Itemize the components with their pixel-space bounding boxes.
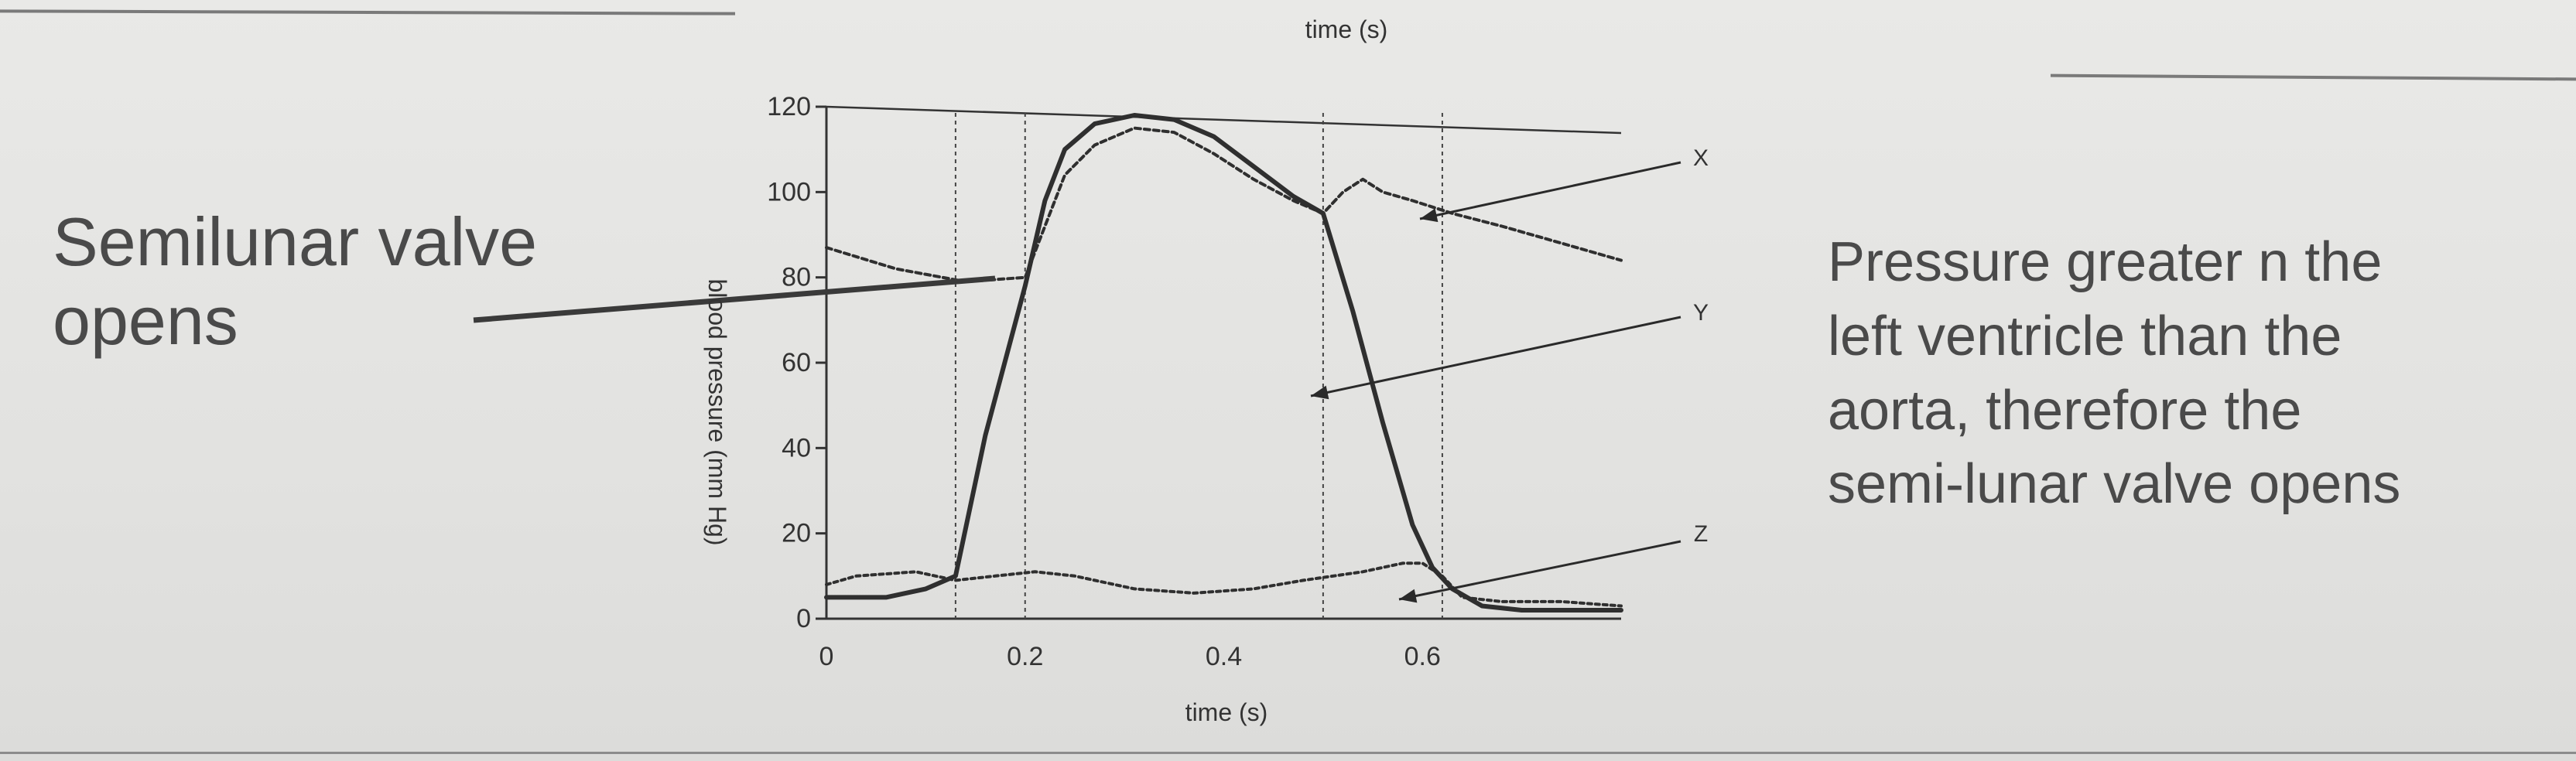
plot-top-border bbox=[826, 105, 1622, 135]
marker-pointer-arrow bbox=[1419, 161, 1681, 220]
x-tick-label: 0 bbox=[819, 642, 834, 671]
marker-pointer-arrow bbox=[1310, 316, 1681, 398]
x-tick-label: 0.4 bbox=[1206, 642, 1242, 671]
right-annotation-line-2: left ventricle than the bbox=[1828, 305, 2342, 367]
marker-pointer-arrow bbox=[1398, 540, 1681, 601]
arrowhead bbox=[1311, 385, 1329, 400]
y-axis-label: blood pressure (mm Hg) bbox=[703, 279, 731, 546]
aortic-pressure-line bbox=[825, 126, 1623, 284]
y-tick-label: 120 bbox=[767, 92, 811, 121]
y-tick-label: 0 bbox=[796, 604, 811, 633]
y-tick-label: 100 bbox=[767, 177, 811, 206]
x-tick-label: 0.6 bbox=[1404, 642, 1441, 671]
right-annotation-line-3: aorta, therefore the bbox=[1828, 379, 2302, 442]
right-annotation: Pressure greater n the left ventricle th… bbox=[1828, 226, 2563, 522]
marker-label-x: X bbox=[1693, 145, 1709, 171]
x-axis-label: time (s) bbox=[1185, 698, 1268, 726]
right-annotation-line-4: semi-lunar valve opens bbox=[1828, 453, 2401, 516]
left-annotation-line-1: Semilunar valve bbox=[53, 203, 538, 280]
left-annotation: Semilunar valve opens bbox=[53, 203, 672, 360]
x-tick-label: 0.2 bbox=[1007, 642, 1043, 671]
y-tick-label: 40 bbox=[782, 433, 811, 462]
y-tick-label: 80 bbox=[782, 263, 811, 292]
top-caption: time (s) bbox=[1305, 15, 1388, 43]
marker-label-z: Z bbox=[1694, 521, 1708, 547]
y-tick-label: 20 bbox=[782, 519, 811, 548]
bottom-rule bbox=[0, 752, 2576, 754]
atrial-pressure-line bbox=[825, 561, 1623, 608]
marker-label-y: Y bbox=[1693, 300, 1709, 326]
arrowhead bbox=[1399, 589, 1418, 603]
right-annotation-line-1: Pressure greater n the bbox=[1828, 231, 2383, 293]
y-tick-label: 60 bbox=[782, 348, 811, 377]
annotation-pointer-line bbox=[473, 275, 996, 323]
chart-layer: 0 20 40 60 80 100 120 0 0.2 0.4 0.6 X Y Z bbox=[473, 92, 1709, 671]
left-annotation-line-2: opens bbox=[53, 282, 238, 360]
arrowhead bbox=[1420, 208, 1439, 223]
ventricle-pressure-line bbox=[824, 113, 1623, 613]
